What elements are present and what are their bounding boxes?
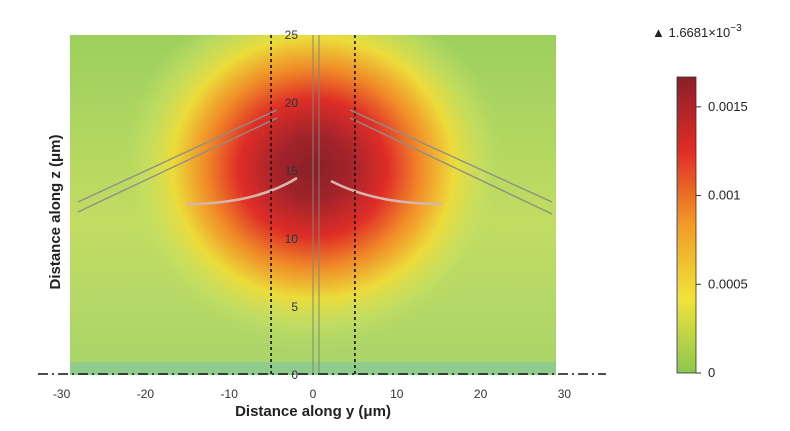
x-tick-label-4: 10	[390, 387, 404, 401]
colorbar: 0 0.0005 0.001 0.0015 ▲ 1.6681×10−3	[652, 23, 748, 380]
colorbar-tick-label-2: 0.001	[708, 188, 741, 203]
left-curved-guide	[185, 176, 298, 206]
colorbar-ticks: 0 0.0005 0.001 0.0015	[696, 99, 748, 380]
colorbar-tick-label-1: 0.0005	[708, 276, 748, 291]
colorbar-gradient	[676, 76, 697, 374]
x-tick-label-1: -20	[137, 387, 155, 401]
y-axis-label: Distance along z (μm)	[47, 134, 64, 289]
x-axis-ticks: -30 -20 -10 0 10 20 30	[53, 387, 571, 401]
right-curved-guide	[330, 179, 443, 206]
x-tick-label-2: -10	[221, 387, 239, 401]
colorbar-tick-label-0: 0	[708, 365, 715, 380]
colorbar-max-exponent: −3	[730, 23, 742, 34]
x-tick-label-6: 30	[558, 387, 572, 401]
y-tick-label-2: 10	[285, 232, 299, 246]
right-outer-waveguide	[349, 109, 553, 203]
y-tick-label-0: 0	[291, 368, 298, 382]
structure-outlines	[77, 35, 553, 373]
y-tick-label-3: 15	[285, 164, 299, 178]
y-tick-label-1: 5	[291, 300, 298, 314]
colorbar-max-prefix: ▲ 1.6681×10	[652, 25, 730, 40]
y-tick-label-4: 20	[285, 96, 299, 110]
colorbar-max-label: ▲ 1.6681×10−3	[652, 23, 742, 40]
colorbar-tick-label-3: 0.0015	[708, 99, 748, 114]
x-axis-label: Distance along y (μm)	[235, 403, 391, 420]
x-tick-label-5: 20	[474, 387, 488, 401]
dashed-vertical-lines	[270, 35, 356, 375]
left-outer-waveguide	[77, 109, 278, 203]
left-inner-waveguide	[77, 117, 278, 213]
right-inner-waveguide	[349, 117, 553, 215]
y-tick-label-5: 25	[285, 28, 299, 42]
x-tick-label-0: -30	[53, 387, 71, 401]
y-axis-ticks: 0 5 10 15 20 25	[285, 28, 299, 382]
x-tick-label-3: 0	[310, 387, 317, 401]
